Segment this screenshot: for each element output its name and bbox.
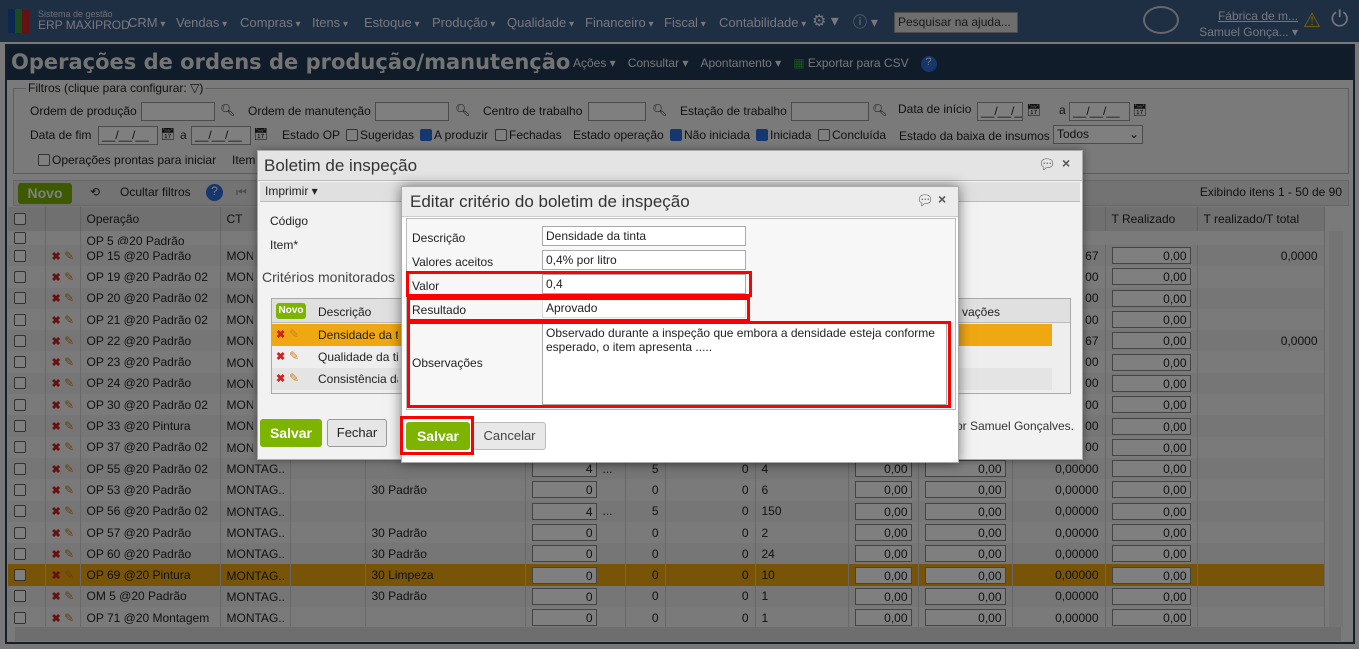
close-icon[interactable]: × (1062, 155, 1071, 171)
valor-input[interactable]: 0,4 (542, 274, 746, 294)
boletim-salvar-button[interactable]: Salvar (260, 419, 322, 447)
label-observacoes: Observações (412, 356, 483, 370)
dialog-header: Editar critério do boletim de inspeção (402, 187, 958, 217)
descricao-input[interactable]: Densidade da tinta (542, 226, 746, 246)
highlight-salvar (400, 416, 474, 455)
boletim-title: Boletim de inspeção (264, 156, 418, 175)
highlight-valor (406, 271, 752, 297)
label-item: Item* (270, 238, 299, 252)
edit-icon: ✎ (289, 371, 300, 385)
criterios-heading: Critérios monitorados (262, 269, 396, 285)
salvar-button[interactable]: Salvar (406, 422, 470, 450)
valores-aceitos-input[interactable]: 0,4% por litro (542, 250, 746, 270)
boletim-fechar-button[interactable]: Fechar (327, 419, 387, 447)
edit-icon: ✎ (289, 349, 300, 363)
criterio-row[interactable]: ✖ ✎ Qualidade da ti (276, 349, 398, 364)
footer-text: por Samuel Gonçalves. (949, 419, 1074, 433)
comment-icon[interactable]: 💬︎ (916, 192, 934, 208)
highlight-observacoes (407, 321, 951, 408)
dialog-title: Editar critério do boletim de inspeção (410, 192, 690, 211)
col-descricao: Descrição (318, 305, 372, 319)
label-valor: Valor (412, 279, 440, 293)
editar-criterio-dialog: Editar critério do boletim de inspeção 💬… (400, 186, 959, 463)
edit-icon: ✎ (289, 327, 300, 341)
imprimir-menu[interactable]: Imprimir ▾ (265, 184, 318, 198)
cancelar-button[interactable]: Cancelar (473, 422, 546, 450)
label-descricao: Descrição (412, 231, 466, 245)
highlight-resultado (407, 297, 750, 322)
close-icon[interactable]: × (938, 191, 947, 207)
label-resultado: Resultado (412, 303, 467, 317)
label-valores-aceitos: Valores aceitos (412, 255, 494, 269)
criterio-novo-button[interactable]: Novo (276, 303, 306, 319)
label-codigo: Código (270, 214, 309, 228)
col-observacoes: vações (962, 305, 1001, 319)
comment-icon[interactable]: 💬︎ (1038, 156, 1056, 172)
